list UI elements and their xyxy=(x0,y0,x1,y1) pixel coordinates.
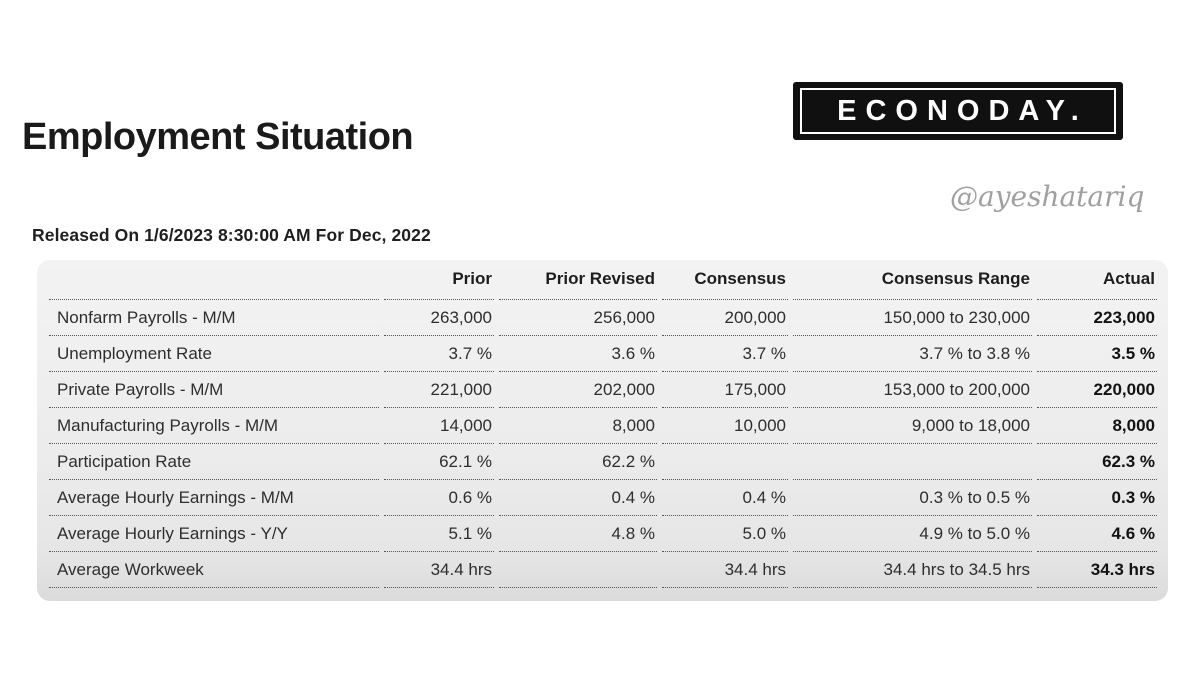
cell-actual: 8,000 xyxy=(1037,408,1157,444)
header-row: Prior Prior Revised Consensus Consensus … xyxy=(49,260,1157,300)
cell-prior-revised: 4.8 % xyxy=(499,516,657,552)
cell-actual: 3.5 % xyxy=(1037,336,1157,372)
release-info: Released On 1/6/2023 8:30:00 AM For Dec,… xyxy=(32,225,431,245)
row-label: Manufacturing Payrolls - M/M xyxy=(49,408,379,444)
cell-consensus: 34.4 hrs xyxy=(662,552,788,588)
cell-prior-revised: 0.4 % xyxy=(499,480,657,516)
cell-prior-revised: 62.2 % xyxy=(499,444,657,480)
cell-prior-revised xyxy=(499,552,657,588)
table-row-average-workweek: Average Workweek 34.4 hrs 34.4 hrs 34.4 … xyxy=(49,552,1157,588)
column-header-prior-revised: Prior Revised xyxy=(499,260,657,300)
table-row-avg-hourly-earnings-yy: Average Hourly Earnings - Y/Y 5.1 % 4.8 … xyxy=(49,516,1157,552)
cell-actual: 4.6 % xyxy=(1037,516,1157,552)
row-label: Average Hourly Earnings - Y/Y xyxy=(49,516,379,552)
column-header-actual: Actual xyxy=(1037,260,1157,300)
table-row-nonfarm-payrolls: Nonfarm Payrolls - M/M 263,000 256,000 2… xyxy=(49,300,1157,336)
econoday-logo-frame: ECONODAY. xyxy=(800,88,1116,134)
cell-actual: 220,000 xyxy=(1037,372,1157,408)
cell-consensus: 0.4 % xyxy=(662,480,788,516)
cell-prior: 5.1 % xyxy=(384,516,494,552)
cell-prior: 3.7 % xyxy=(384,336,494,372)
watermark: @ayeshatariq xyxy=(950,180,1145,213)
econoday-logo: ECONODAY. xyxy=(793,82,1123,140)
table-row-private-payrolls: Private Payrolls - M/M 221,000 202,000 1… xyxy=(49,372,1157,408)
column-header-metric xyxy=(49,260,379,300)
cell-consensus: 5.0 % xyxy=(662,516,788,552)
cell-prior: 0.6 % xyxy=(384,480,494,516)
release-table-card: Prior Prior Revised Consensus Consensus … xyxy=(37,260,1168,601)
cell-prior: 62.1 % xyxy=(384,444,494,480)
cell-actual: 34.3 hrs xyxy=(1037,552,1157,588)
table-row-unemployment-rate: Unemployment Rate 3.7 % 3.6 % 3.7 % 3.7 … xyxy=(49,336,1157,372)
column-header-consensus: Consensus xyxy=(662,260,788,300)
table-row-participation-rate: Participation Rate 62.1 % 62.2 % 62.3 % xyxy=(49,444,1157,480)
cell-consensus: 175,000 xyxy=(662,372,788,408)
row-label: Nonfarm Payrolls - M/M xyxy=(49,300,379,336)
cell-prior: 14,000 xyxy=(384,408,494,444)
cell-prior-revised: 8,000 xyxy=(499,408,657,444)
cell-prior: 34.4 hrs xyxy=(384,552,494,588)
cell-consensus-range: 34.4 hrs to 34.5 hrs xyxy=(793,552,1032,588)
row-label: Average Hourly Earnings - M/M xyxy=(49,480,379,516)
column-header-prior: Prior xyxy=(384,260,494,300)
row-label: Participation Rate xyxy=(49,444,379,480)
cell-prior-revised: 202,000 xyxy=(499,372,657,408)
cell-prior: 263,000 xyxy=(384,300,494,336)
cell-consensus-range: 3.7 % to 3.8 % xyxy=(793,336,1032,372)
cell-consensus-range xyxy=(793,444,1032,480)
cell-consensus-range: 0.3 % to 0.5 % xyxy=(793,480,1032,516)
cell-actual: 0.3 % xyxy=(1037,480,1157,516)
cell-consensus: 200,000 xyxy=(662,300,788,336)
cell-consensus xyxy=(662,444,788,480)
row-label: Average Workweek xyxy=(49,552,379,588)
cell-actual: 62.3 % xyxy=(1037,444,1157,480)
row-label: Unemployment Rate xyxy=(49,336,379,372)
cell-prior-revised: 3.6 % xyxy=(499,336,657,372)
release-table: Prior Prior Revised Consensus Consensus … xyxy=(44,260,1162,588)
cell-prior: 221,000 xyxy=(384,372,494,408)
row-label: Private Payrolls - M/M xyxy=(49,372,379,408)
page-title: Employment Situation xyxy=(22,116,414,158)
cell-consensus-range: 150,000 to 230,000 xyxy=(793,300,1032,336)
econoday-logo-text: ECONODAY. xyxy=(837,94,1088,127)
cell-consensus: 3.7 % xyxy=(662,336,788,372)
cell-prior-revised: 256,000 xyxy=(499,300,657,336)
cell-consensus-range: 4.9 % to 5.0 % xyxy=(793,516,1032,552)
column-header-consensus-range: Consensus Range xyxy=(793,260,1032,300)
table-row-manufacturing-payrolls: Manufacturing Payrolls - M/M 14,000 8,00… xyxy=(49,408,1157,444)
cell-actual: 223,000 xyxy=(1037,300,1157,336)
cell-consensus-range: 153,000 to 200,000 xyxy=(793,372,1032,408)
table-row-avg-hourly-earnings-mm: Average Hourly Earnings - M/M 0.6 % 0.4 … xyxy=(49,480,1157,516)
cell-consensus: 10,000 xyxy=(662,408,788,444)
cell-consensus-range: 9,000 to 18,000 xyxy=(793,408,1032,444)
